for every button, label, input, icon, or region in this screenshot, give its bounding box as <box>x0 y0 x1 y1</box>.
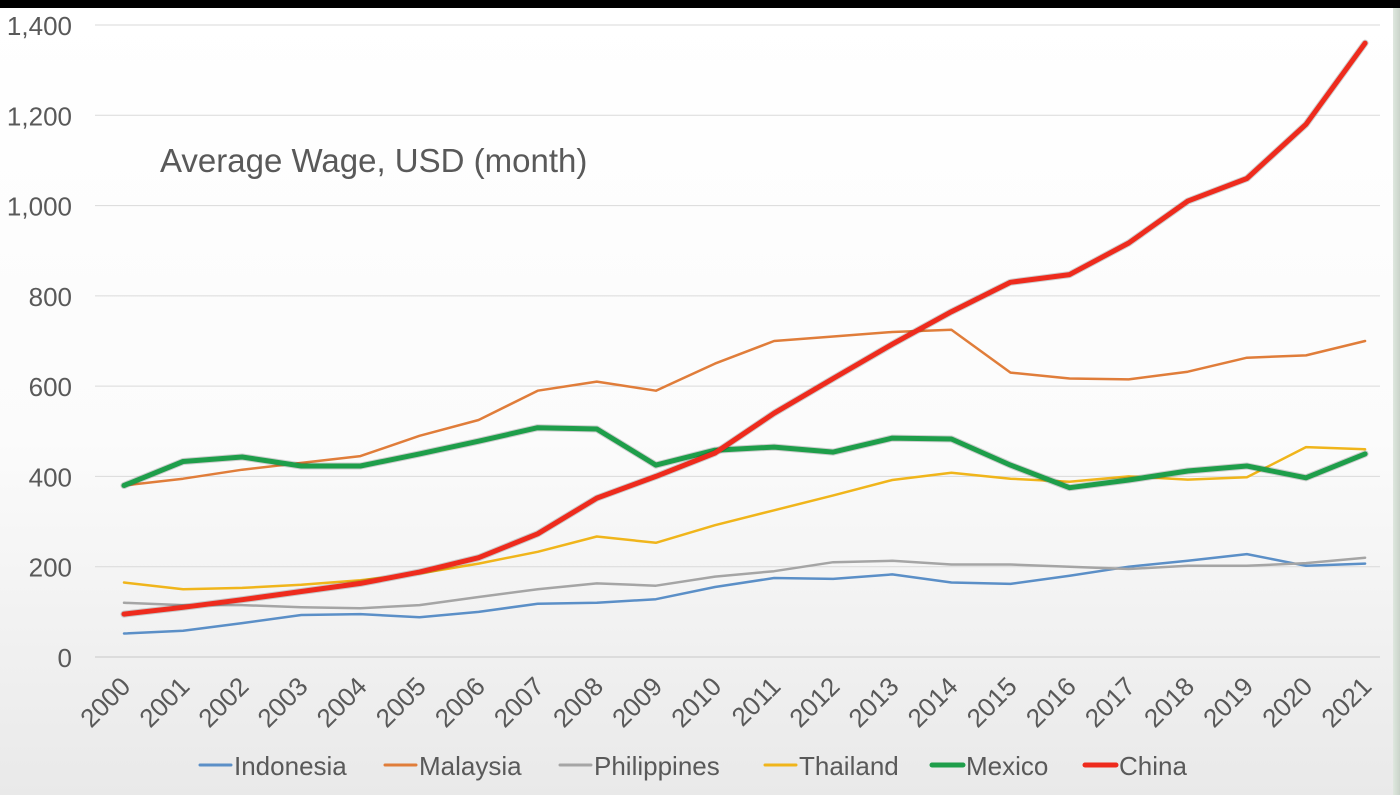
x-tick-label: 2002 <box>192 671 254 733</box>
x-tick-label: 2012 <box>783 671 845 733</box>
x-tick-label: 2004 <box>311 671 373 733</box>
x-tick-label: 2001 <box>133 671 195 733</box>
x-tick-label: 2005 <box>370 671 432 733</box>
x-tick-label: 2008 <box>547 671 609 733</box>
x-tick-label: 2021 <box>1315 671 1377 733</box>
x-tick-label: 2009 <box>606 671 668 733</box>
y-tick-label: 1,000 <box>7 192 72 222</box>
legend-label-philippines: Philippines <box>594 751 720 781</box>
legend-label-indonesia: Indonesia <box>234 751 347 781</box>
x-tick-label: 2007 <box>488 671 550 733</box>
y-tick-label: 800 <box>29 282 72 312</box>
x-tick-label: 2003 <box>251 671 313 733</box>
x-tick-label: 2014 <box>902 671 964 733</box>
x-tick-label: 2010 <box>665 671 727 733</box>
series-line-china <box>121 40 1368 617</box>
y-tick-label: 200 <box>29 553 72 583</box>
series-line-indonesia <box>122 552 1367 635</box>
y-tick-label: 600 <box>29 372 72 402</box>
x-tick-label: 2016 <box>1020 671 1082 733</box>
legend-label-thailand: Thailand <box>799 751 899 781</box>
series-line-malaysia <box>122 328 1367 487</box>
y-tick-label: 1,200 <box>7 101 72 131</box>
x-tick-label: 2013 <box>842 671 904 733</box>
x-tick-label: 2019 <box>1197 671 1259 733</box>
x-tick-label: 2020 <box>1256 671 1318 733</box>
legend-label-china: China <box>1119 751 1187 781</box>
x-tick-label: 2018 <box>1138 671 1200 733</box>
x-tick-label: 2000 <box>74 671 136 733</box>
y-tick-label: 0 <box>58 643 72 673</box>
y-tick-label: 400 <box>29 462 72 492</box>
series-line-shadow <box>120 39 1369 618</box>
x-tick-label: 2006 <box>429 671 491 733</box>
chart-title: Average Wage, USD (month) <box>160 142 587 179</box>
chart-background <box>0 8 1393 795</box>
x-tick-label: 2017 <box>1079 671 1141 733</box>
legend-label-mexico: Mexico <box>966 751 1048 781</box>
window-edge <box>1393 8 1400 795</box>
x-tick-label: 2015 <box>961 671 1023 733</box>
y-tick-label: 1,400 <box>7 11 72 41</box>
series-line-mexico <box>121 425 1368 491</box>
x-tick-label: 2011 <box>726 671 787 732</box>
series-line-philippines <box>122 556 1367 610</box>
legend-label-malaysia: Malaysia <box>419 751 522 781</box>
